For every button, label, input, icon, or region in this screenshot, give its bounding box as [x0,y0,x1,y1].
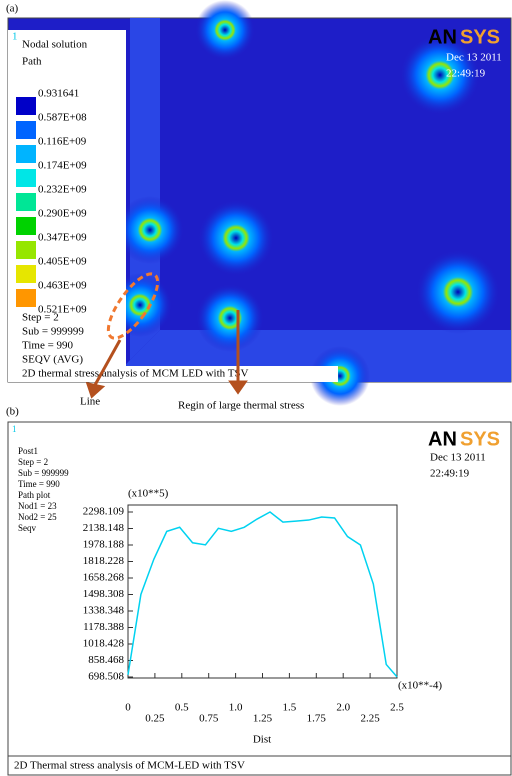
logo-an: AN [428,428,457,450]
figure: (a) 1 Nodal solution Path 0.931641 0.587E… [0,0,512,776]
logo-sys: SYS [460,428,500,450]
legend-swatch [16,265,36,283]
legend-swatch [16,241,36,259]
info-text: Time = 990 [18,479,60,489]
info-text: Nod2 = 25 [18,512,57,522]
legend-swatch [16,217,36,235]
y-tick-label: 698.508 [88,671,124,683]
y-tick-label: 1818.228 [83,555,125,567]
spot [198,200,274,276]
info-text: Nod1 = 23 [18,501,57,511]
corner-number: 1 [12,31,18,43]
legend-label: 0.174E+09 [38,160,87,172]
logo-an: AN [428,26,457,48]
info-text: Time = 990 [22,340,74,352]
info-text: Path [22,56,42,68]
x-tick-label: 1.0 [229,702,243,714]
legend-label: 0.347E+09 [38,232,87,244]
arrow-head [231,382,245,392]
caption: 2D thermal stress analysis of MCM LED wi… [22,368,249,380]
y-tick-label: 2298.109 [83,506,125,518]
x-tick-label: 1.75 [307,713,327,725]
y-tick-label: 1178.388 [83,621,124,633]
info-text: Sub = 999999 [18,468,69,478]
legend-label: 0.405E+09 [38,256,87,268]
info-text: Nodal solution [22,39,88,51]
date: Dec 13 2011 [446,52,502,64]
x-tick-label: 0.25 [145,713,165,725]
legend-label: 0.232E+09 [38,184,87,196]
spot [116,196,184,264]
x-tick-label: 0 [125,702,131,714]
spot [196,284,264,352]
y-tick-label: 858.468 [88,654,124,666]
x-axis-label: Dist [253,734,271,746]
y-tick-label: 1018.428 [83,638,125,650]
y-unit-label: (x10**5) [128,488,169,500]
legend-swatch [16,97,36,115]
x-tick-label: 2.0 [336,702,350,714]
info-text: Sub = 999999 [22,326,84,338]
legend-swatch [16,169,36,187]
panel-label: (a) [6,3,19,15]
caption: 2D Thermal stress analysis of MCM-LED wi… [14,760,245,772]
y-tick-label: 1498.308 [83,588,125,600]
legend-label: 0.931641 [38,88,79,100]
annotation: Line [80,396,100,408]
info-text: Step = 2 [18,457,48,467]
y-tick-label: 1978.188 [83,539,125,551]
y-tick-label: 1658.268 [83,572,125,584]
legend-label: 0.290E+09 [38,208,87,220]
legend-swatch [16,145,36,163]
x-unit-label: (x10**-4) [398,680,442,692]
logo-sys: SYS [460,26,500,48]
legend-swatch [16,121,36,139]
panel-label: (b) [6,406,19,418]
annotation: Regin of large thermal stress [178,400,304,412]
legend-swatch [16,193,36,211]
x-tick-label: 1.5 [283,702,297,714]
spot [195,0,255,60]
page: {"panel_a": { "label": "(a)", "corner_nu… [0,0,512,776]
legend-swatch [16,289,36,307]
y-tick-label: 2138.148 [83,522,125,534]
x-tick-label: 1.25 [253,713,273,725]
arrow-head [88,384,102,396]
spot [416,250,500,334]
info-text: Seqv [18,523,37,533]
x-tick-label: 2.5 [390,702,404,714]
corner-number: 1 [12,424,17,434]
info-text: Path plot [18,490,51,500]
x-tick-label: 0.5 [175,702,189,714]
time: 22:49:19 [446,68,486,80]
legend-label: 0.587E+08 [38,112,87,124]
y-tick-label: 1338.348 [83,605,125,617]
info-text: Post1 [18,446,38,456]
legend-label: 0.116E+09 [38,136,87,148]
date: Dec 13 2011 [430,452,486,464]
time: 22:49:19 [430,468,470,480]
x-tick-label: 0.75 [199,713,219,725]
legend-label: 0.463E+09 [38,280,87,292]
info-text: SEQV (AVG) [22,354,83,366]
info-text: Step = 2 [22,312,59,324]
x-tick-label: 2.25 [360,713,380,725]
